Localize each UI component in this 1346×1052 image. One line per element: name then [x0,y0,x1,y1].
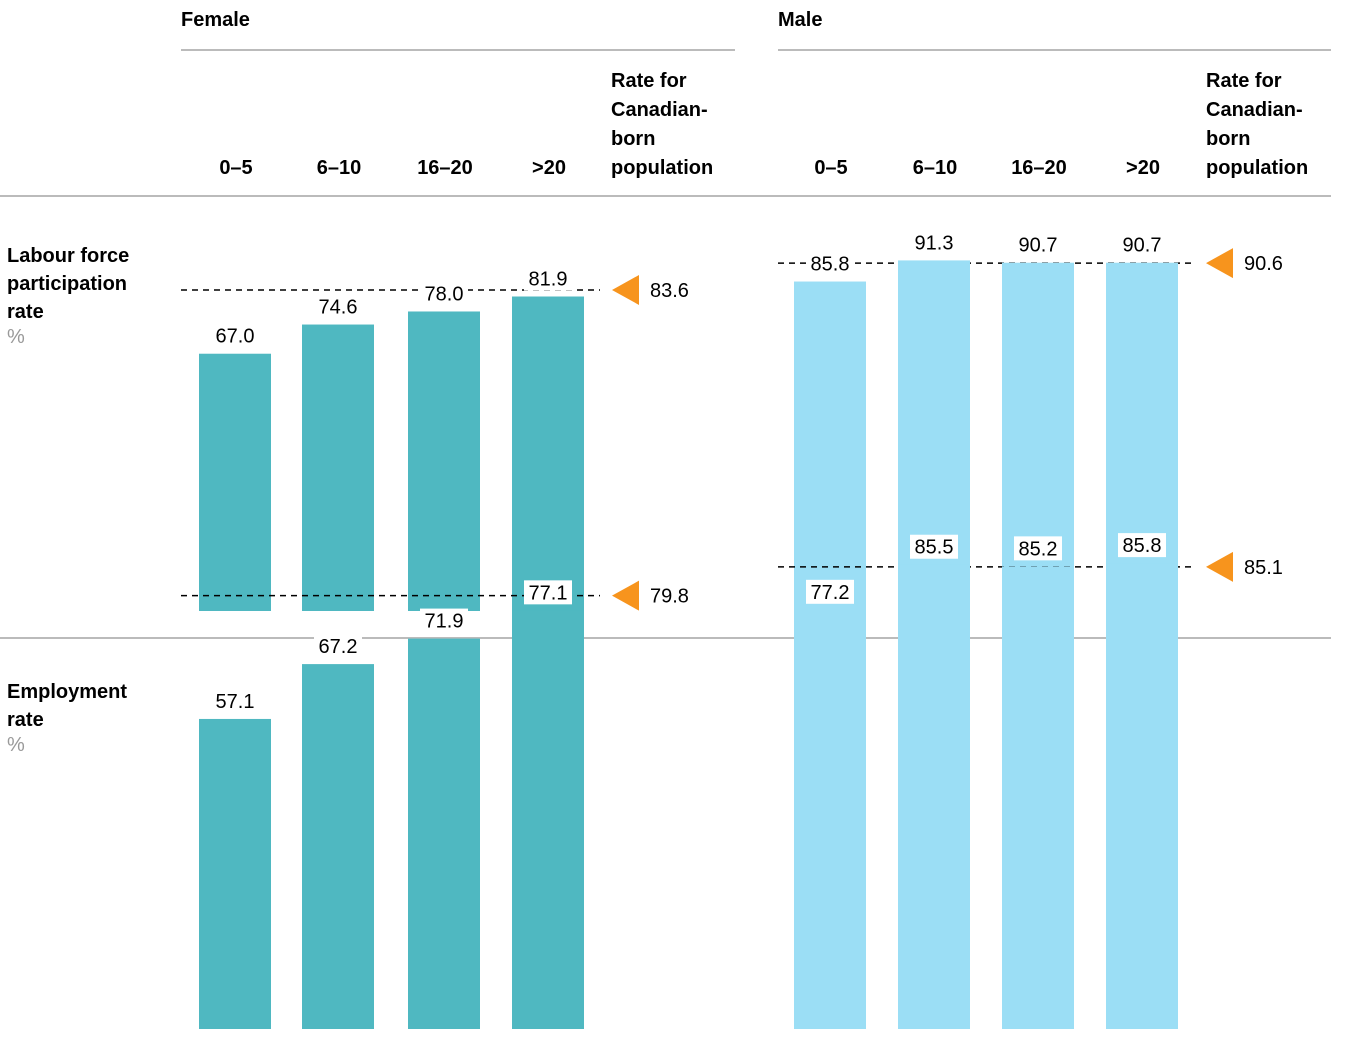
reference-header-line: born [1206,128,1251,150]
col-header-male-2: 16–20 [1011,157,1067,179]
reference-header-line: Canadian- [611,99,708,121]
reference-header-male: Rate for Canadian- born population [1206,67,1308,183]
value-label-lfp-male-3: 90.7 [1123,235,1162,257]
col-header-male-0: 0–5 [814,157,848,179]
bar-emp-male-0 [794,609,866,1029]
value-label-lfp-female-3: 81.9 [529,269,568,291]
value-label-bg [524,580,572,605]
reference-header-line: population [1206,157,1309,179]
value-label-emp-male-3: 85.8 [1123,535,1162,557]
value-label-bg [806,579,854,604]
reference-marker-emp-male [1206,551,1233,582]
group-title-female: Female [181,9,250,31]
value-label-bg [420,608,468,633]
bar-emp-female-2 [408,638,480,1029]
col-header-female-2: 16–20 [417,157,473,179]
reference-header-line: Canadian- [1206,99,1303,121]
reference-marker-emp-female [612,580,639,611]
bar-emp-female-1 [302,664,374,1029]
bar-lfp-female-2 [408,311,480,611]
row-title-line: rate [7,301,44,323]
value-label-emp-female-0: 57.1 [216,691,255,713]
value-label-bg [314,294,362,319]
value-label-emp-male-2: 85.2 [1019,538,1058,560]
value-label-lfp-male-2: 90.7 [1019,235,1058,257]
value-label-emp-male-0: 77.2 [811,582,850,604]
value-label-bg [211,688,259,713]
col-header-female-3: >20 [532,157,566,179]
value-label-bg [1118,533,1166,558]
reference-header-line: population [611,157,714,179]
value-label-lfp-female-0: 67.0 [216,326,255,348]
col-header-female-0: 0–5 [219,157,253,179]
value-label-emp-female-2: 71.9 [425,611,464,633]
bar-emp-female-3 [512,610,584,1029]
value-label-bg [910,230,958,255]
bar-lfp-male-3 [1106,262,1178,611]
value-label-lfp-male-1: 91.3 [915,232,954,254]
row-title-line: Labour force [7,245,130,267]
col-header-male-1: 6–10 [912,157,958,179]
value-label-bg [524,266,572,291]
bar-lfp-male-0 [794,281,866,611]
reference-header-line: Rate for [1206,70,1282,92]
value-label-lfp-female-1: 74.6 [319,297,358,319]
bar-lfp-female-3 [512,296,584,611]
reference-marker-lfp-female [612,274,639,305]
reference-header-line: Rate for [611,70,687,92]
row-title-employment: Employment rate % [7,678,127,757]
value-label-bg [806,251,854,276]
value-label-lfp-female-2: 78.0 [425,283,464,305]
value-label-bg [211,323,259,348]
value-label-lfp-male-0: 85.8 [811,254,850,276]
value-label-bg [314,634,362,659]
value-label-emp-female-3: 77.1 [529,582,568,604]
reference-value-lfp-female: 83.6 [650,280,689,302]
bar-lfp-female-0 [199,353,271,611]
reference-value-emp-male: 85.1 [1244,557,1283,579]
row-title-line: rate [7,709,44,731]
bar-lfp-female-1 [302,324,374,611]
bar-emp-male-3 [1106,563,1178,1029]
bar-emp-male-2 [1002,566,1074,1029]
value-label-bg [1118,232,1166,257]
value-label-bg [420,281,468,306]
reference-marker-lfp-male [1206,248,1233,279]
row-unit: % [7,326,25,348]
reference-header-female: Rate for Canadian- born population [611,67,713,183]
col-header-male-3: >20 [1126,157,1160,179]
row-unit: % [7,734,25,756]
value-label-bg [910,534,958,559]
reference-header-line: born [611,128,656,150]
row-title-line: participation [7,273,128,295]
col-header-female-1: 6–10 [316,157,362,179]
value-label-emp-male-1: 85.5 [915,537,954,559]
bar-emp-male-1 [898,564,970,1029]
row-title-labour-force: Labour force participation rate % [7,242,129,349]
value-label-emp-female-1: 67.2 [319,636,358,658]
group-title-male: Male [778,9,823,31]
row-title-line: Employment [7,681,128,703]
reference-value-lfp-male: 90.6 [1244,253,1283,275]
bar-emp-female-0 [199,718,271,1029]
value-label-bg [1014,232,1062,257]
reference-value-emp-female: 79.8 [650,586,689,608]
value-label-bg [1014,536,1062,561]
